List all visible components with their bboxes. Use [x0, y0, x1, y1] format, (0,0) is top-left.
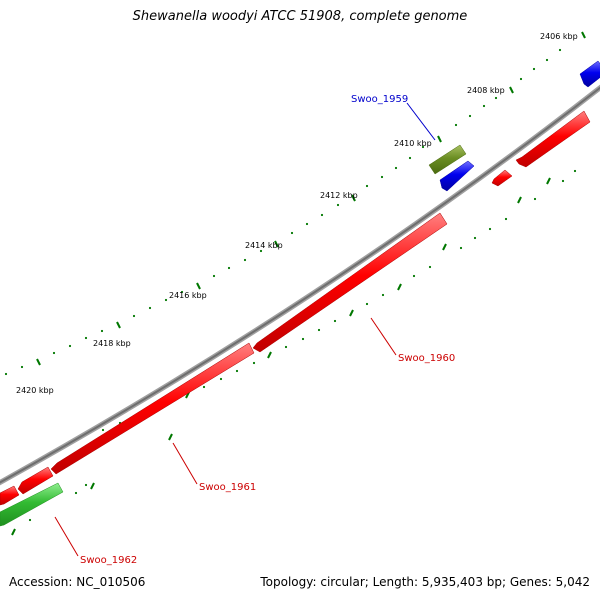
gene-red-topright[interactable]: [515, 110, 591, 168]
gene-red-bottomleft-2[interactable]: [0, 485, 20, 506]
inner-major-ticks: [11, 177, 551, 536]
gene-label[interactable]: Swoo_1959: [351, 94, 408, 105]
tick-label: 2408 kbp: [467, 86, 505, 95]
gene-red-bottomleft-1[interactable]: [17, 466, 54, 495]
gene-olive[interactable]: [428, 144, 467, 175]
gene-swoo-1961[interactable]: [50, 342, 255, 475]
tick-labels: 2406 kbp 2408 kbp 2410 kbp 2412 kbp 2414…: [16, 32, 578, 395]
tick-label: 2416 kbp: [169, 291, 207, 300]
genome-backbone-outer: [0, 84, 600, 486]
gene-forward-blue[interactable]: [579, 60, 600, 88]
reverse-genes: [0, 110, 591, 506]
gene-green[interactable]: [0, 482, 64, 527]
gene-swoo-1959[interactable]: [439, 160, 475, 192]
tick-label: 2420 kbp: [16, 386, 54, 395]
gene-label[interactable]: Swoo_1960: [398, 353, 455, 364]
major-ticks: [36, 31, 586, 366]
label-leaders: [54, 102, 436, 557]
tick-label: 2412 kbp: [320, 191, 358, 200]
gene-label[interactable]: Swoo_1962: [80, 555, 137, 566]
forward-genes: [0, 60, 600, 527]
gene-swoo-1960[interactable]: [252, 212, 448, 353]
tick-label: 2418 kbp: [93, 339, 131, 348]
tick-label: 2410 kbp: [394, 139, 432, 148]
map-title: Shewanella woodyi ATCC 51908, complete g…: [132, 9, 468, 24]
gene-red-small[interactable]: [491, 169, 513, 187]
accession-text: Accession: NC_010506: [9, 575, 146, 589]
tick-label: 2414 kbp: [245, 241, 283, 250]
genome-summary-text: Topology: circular; Length: 5,935,403 bp…: [260, 575, 590, 589]
gene-labels: Swoo_1959 Swoo_1960 Swoo_1961 Swoo_1962: [80, 94, 455, 566]
tick-label: 2406 kbp: [540, 32, 578, 41]
gene-label[interactable]: Swoo_1961: [199, 482, 256, 493]
outer-tick-ring: [4, 48, 562, 376]
genome-backbone-inner: [0, 86, 600, 484]
